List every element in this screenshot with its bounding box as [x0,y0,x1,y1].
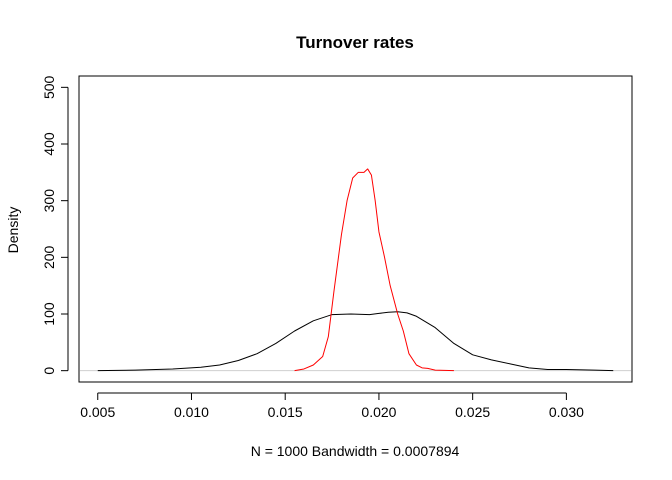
y-tick-label: 500 [41,75,57,99]
y-tick-label: 300 [41,189,57,213]
y-axis: 0 100 200 300 400 500 [41,75,69,375]
x-tick-label: 0.005 [80,404,115,420]
x-tick-label: 0.015 [268,404,303,420]
x-axis: 0.005 0.010 0.015 0.020 0.025 0.030 [80,392,584,420]
x-tick-label: 0.010 [174,404,209,420]
x-tick-label: 0.025 [455,404,490,420]
y-tick-label: 100 [41,302,57,326]
y-tick-label: 400 [41,132,57,156]
y-axis-label: Density [5,207,21,254]
chart-title: Turnover rates [296,33,414,52]
x-tick-label: 0.030 [549,404,584,420]
x-axis-label: N = 1000 Bandwidth = 0.0007894 [251,443,460,459]
series-layer [97,168,614,372]
density-series-1 [97,311,614,372]
plot-frame [78,75,633,383]
x-tick-label: 0.020 [361,404,396,420]
density-series-2 [294,168,454,372]
y-tick-label: 0 [41,367,57,375]
y-tick-label: 200 [41,245,57,269]
